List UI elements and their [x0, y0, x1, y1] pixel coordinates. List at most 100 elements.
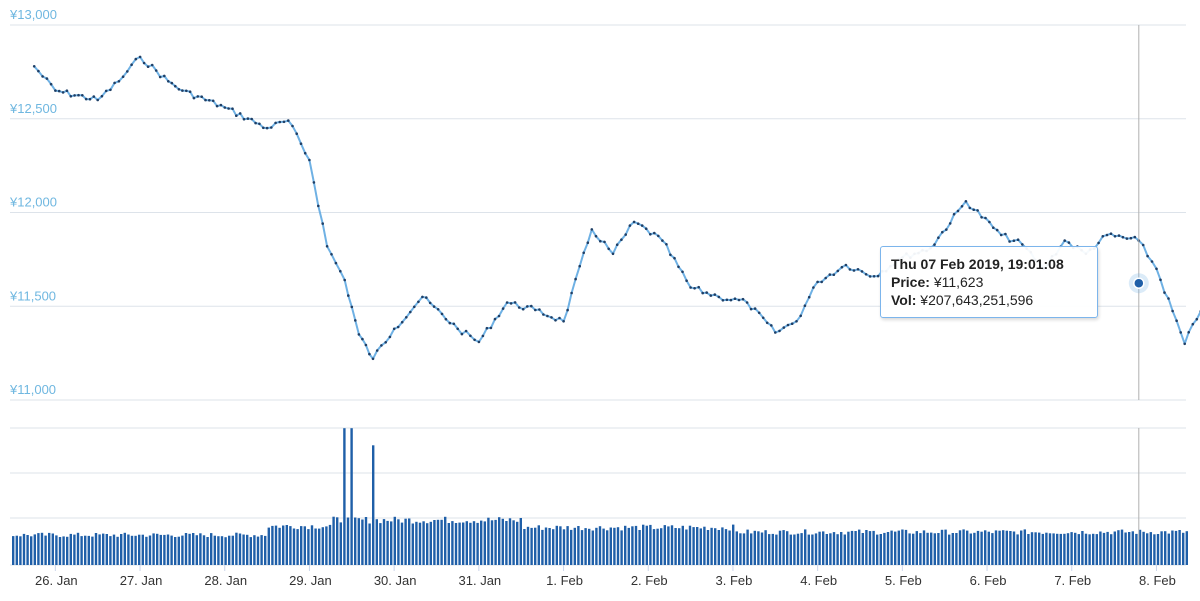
x-tick-label: 4. Feb [800, 573, 837, 588]
price-point [721, 299, 725, 302]
x-tick-label: 29. Jan [289, 573, 332, 588]
volume-bar [1142, 531, 1145, 565]
volume-bar [379, 523, 382, 565]
volume-bar [541, 529, 544, 565]
volume-bar [393, 516, 396, 565]
volume-bar [512, 520, 515, 565]
price-point [388, 335, 392, 339]
y-tick-label: ¥12,000 [9, 195, 57, 210]
price-point [868, 275, 872, 278]
volume-bar [552, 529, 555, 565]
volume-bar [966, 530, 969, 565]
volume-bar [386, 520, 389, 565]
price-point [481, 334, 485, 338]
price-point [976, 209, 979, 212]
price-point [343, 278, 347, 282]
volume-bar [840, 532, 843, 565]
price-point [121, 75, 125, 78]
volume-bar [786, 531, 789, 565]
price-point [964, 200, 968, 203]
volume-bar [602, 528, 605, 565]
price-point [299, 142, 303, 145]
volume-bar [73, 534, 76, 565]
volume-bar [994, 530, 998, 565]
volume-bar [573, 527, 576, 565]
x-tick-label: 8. Feb [1139, 573, 1176, 588]
volume-bar [847, 531, 850, 565]
price-point [1146, 254, 1149, 258]
price-point [1101, 235, 1105, 238]
volume-bar [868, 531, 872, 565]
volume-bar [908, 533, 911, 565]
price-point [1067, 241, 1071, 244]
price-point [84, 97, 88, 101]
volume-bar [462, 522, 465, 565]
volume-bar [307, 529, 310, 565]
price-point [96, 98, 99, 102]
price-point [856, 268, 860, 271]
volume-bar [1160, 531, 1163, 565]
volume-bar [937, 533, 940, 565]
volume-bar [861, 533, 864, 565]
volume-bar [1124, 532, 1127, 565]
volume-bar [969, 533, 972, 565]
price-point [741, 297, 745, 301]
price-point [534, 308, 537, 312]
volume-bar [364, 517, 368, 565]
price-point [948, 222, 952, 225]
volume-bar [256, 536, 260, 565]
volume-bar [879, 534, 882, 565]
price-point [599, 239, 602, 243]
price-point [1113, 235, 1117, 238]
price-point [339, 269, 342, 273]
price-point [223, 106, 227, 109]
price-point [995, 228, 999, 232]
price-point [1016, 238, 1020, 241]
volume-bar [289, 526, 292, 565]
price-point [753, 307, 757, 310]
volume-bar [850, 530, 854, 565]
volume-bar [69, 533, 72, 565]
volume-bar [1156, 534, 1160, 565]
volume-bar [1182, 532, 1185, 565]
volume-bar [184, 533, 188, 565]
volume-bar [1034, 532, 1037, 565]
price-point [357, 333, 361, 336]
price-point [649, 233, 652, 236]
price-point [1117, 234, 1121, 237]
x-tick-label: 7. Feb [1054, 573, 1091, 588]
price-point [405, 316, 408, 319]
volume-bar [228, 535, 231, 565]
price-point [117, 80, 121, 83]
price-point [104, 89, 108, 93]
volume-bar [292, 528, 296, 565]
price-point [509, 302, 513, 305]
tooltip-vol-label: Vol: [891, 292, 917, 308]
volume-bar [400, 522, 404, 565]
volume-bar [829, 533, 832, 565]
price-point [624, 233, 627, 236]
price-point [681, 270, 684, 274]
volume-bar [1016, 534, 1019, 565]
price-point [1187, 331, 1190, 334]
volume-bar [375, 519, 378, 565]
y-tick-label: ¥11,500 [9, 288, 56, 303]
volume-bar [728, 530, 731, 565]
volume-bar [487, 517, 490, 565]
price-point [860, 270, 864, 273]
volume-bar [807, 534, 810, 565]
volume-bar [116, 536, 119, 565]
volume-bar [1063, 533, 1066, 565]
price-point [807, 295, 811, 299]
price-point [677, 265, 680, 269]
volume-bar [627, 527, 630, 565]
volume-bar [973, 532, 976, 565]
volume-bar [901, 529, 904, 565]
volume-bar [566, 526, 569, 565]
price-point [126, 70, 129, 73]
price-point [211, 99, 215, 103]
volume-bar [1081, 531, 1084, 565]
volume-bar [350, 428, 353, 565]
price-point [611, 252, 615, 256]
price-point [321, 222, 325, 225]
